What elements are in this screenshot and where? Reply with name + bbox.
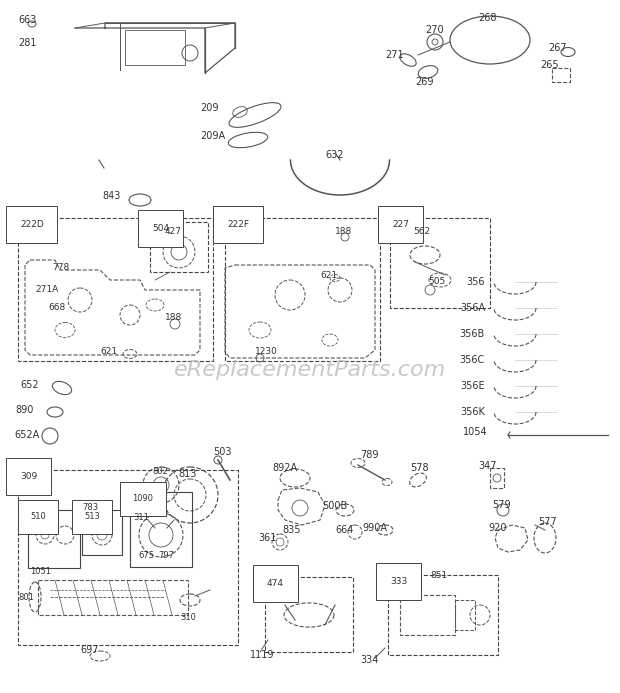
Text: 1054: 1054 (463, 427, 488, 437)
Text: 356K: 356K (460, 407, 485, 417)
Text: 188: 188 (165, 313, 182, 322)
Text: 227: 227 (392, 220, 409, 229)
Text: 797: 797 (158, 552, 174, 561)
Text: 188: 188 (335, 227, 352, 236)
Text: 697: 697 (80, 645, 99, 655)
Text: 361: 361 (258, 533, 277, 543)
Text: 356A: 356A (460, 303, 485, 313)
Text: 209A: 209A (200, 131, 225, 141)
Bar (388, 575, 498, 655)
Text: 270: 270 (425, 25, 444, 35)
Text: 504: 504 (152, 224, 169, 233)
Text: 209: 209 (200, 103, 218, 113)
Text: 990A: 990A (362, 523, 387, 533)
Text: 843: 843 (102, 191, 120, 201)
Text: 500B: 500B (322, 501, 347, 511)
Text: 851: 851 (430, 572, 447, 581)
Text: eReplacementParts.com: eReplacementParts.com (174, 360, 446, 380)
Text: 652A: 652A (14, 430, 39, 440)
Text: 311: 311 (133, 513, 149, 522)
Text: 778: 778 (52, 263, 69, 272)
Text: 1090: 1090 (132, 494, 153, 503)
Text: 505: 505 (428, 277, 445, 286)
Text: 309: 309 (20, 472, 37, 481)
Text: 663: 663 (18, 15, 37, 25)
Text: 267: 267 (548, 43, 567, 53)
Bar (455, 600, 475, 630)
Text: 664: 664 (335, 525, 353, 535)
Text: 222F: 222F (227, 220, 249, 229)
Bar (150, 222, 208, 272)
Text: 268: 268 (478, 13, 497, 23)
Bar (28, 510, 80, 568)
Text: 310: 310 (180, 613, 196, 622)
Text: 333: 333 (390, 577, 407, 586)
Text: 271A: 271A (35, 286, 58, 295)
Text: 269: 269 (415, 77, 433, 87)
Text: 621: 621 (100, 347, 117, 356)
Bar (265, 577, 353, 652)
Text: 577: 577 (538, 517, 557, 527)
Text: 579: 579 (492, 500, 511, 510)
Text: 1230: 1230 (255, 347, 278, 356)
Text: 510: 510 (30, 512, 46, 521)
Text: 347: 347 (478, 461, 497, 471)
Bar (18, 470, 238, 645)
Text: 920: 920 (488, 523, 507, 533)
Text: 281: 281 (18, 38, 37, 48)
Text: 802: 802 (152, 468, 168, 477)
Bar (18, 218, 213, 361)
Bar (38, 580, 188, 615)
Text: 356C: 356C (460, 355, 485, 365)
Text: 789: 789 (360, 450, 378, 460)
Text: 334: 334 (360, 655, 378, 665)
Text: 890: 890 (15, 405, 33, 415)
Text: 675: 675 (138, 552, 154, 561)
Text: 801: 801 (18, 593, 34, 602)
Text: 265: 265 (540, 60, 559, 70)
Text: 503: 503 (213, 447, 231, 457)
Bar (130, 492, 192, 567)
Text: 1051: 1051 (30, 568, 51, 577)
Text: 513: 513 (84, 512, 100, 521)
Text: 474: 474 (267, 579, 284, 588)
Bar (82, 510, 122, 555)
Text: 271: 271 (385, 50, 404, 60)
Text: 1119: 1119 (250, 650, 275, 660)
Text: 356: 356 (466, 277, 485, 287)
Text: 668: 668 (48, 303, 65, 311)
Text: 578: 578 (410, 463, 428, 473)
Text: 356E: 356E (461, 381, 485, 391)
Text: 892A: 892A (272, 463, 297, 473)
Bar (400, 595, 455, 635)
Bar (490, 468, 504, 488)
Text: 835: 835 (282, 525, 301, 535)
Text: 783: 783 (82, 504, 98, 513)
Text: 562: 562 (413, 227, 430, 236)
Bar (225, 218, 380, 361)
Text: 632: 632 (325, 150, 343, 160)
Text: 427: 427 (165, 227, 182, 236)
Text: 813: 813 (178, 469, 197, 479)
Text: 222D: 222D (20, 220, 44, 229)
Text: 356B: 356B (460, 329, 485, 339)
Text: 621: 621 (320, 270, 337, 279)
Bar (390, 218, 490, 308)
Text: 652: 652 (20, 380, 38, 390)
Bar (552, 68, 570, 82)
Bar (125, 30, 185, 65)
